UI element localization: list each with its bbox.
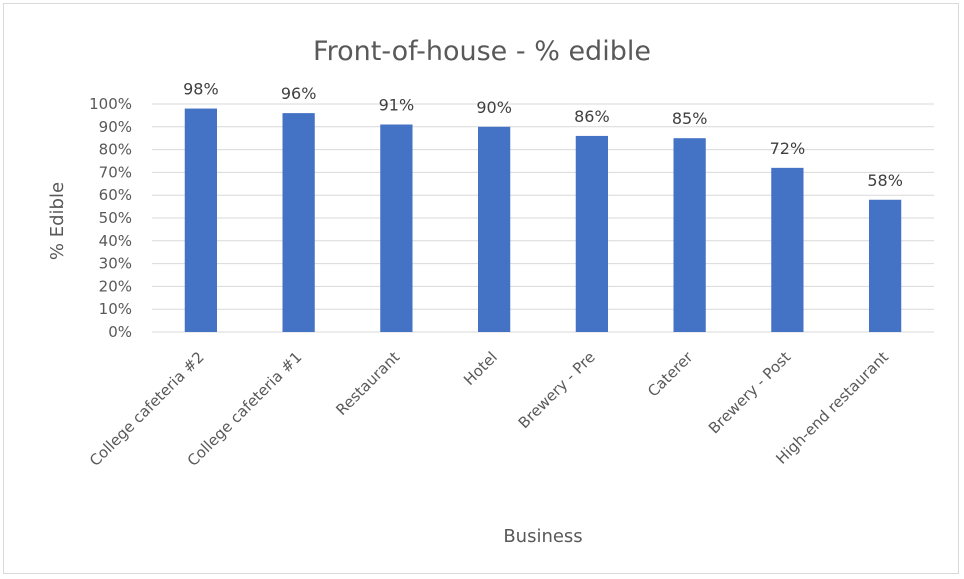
bar xyxy=(184,108,218,332)
y-axis-title: % Edible xyxy=(47,182,68,260)
data-label: 72% xyxy=(770,139,806,158)
data-label: 85% xyxy=(672,109,708,128)
data-label: 91% xyxy=(379,96,415,115)
y-tick-label: 90% xyxy=(99,118,132,136)
x-category-label: Hotel xyxy=(460,348,501,389)
bar xyxy=(575,135,609,332)
y-tick-label: 0% xyxy=(108,323,132,341)
bars xyxy=(184,108,902,333)
y-tick-label: 60% xyxy=(99,186,132,204)
chart-title: Front-of-house - % edible xyxy=(313,36,651,67)
y-tick-label: 100% xyxy=(89,95,132,113)
data-label: 58% xyxy=(867,171,903,190)
x-category-label: Caterer xyxy=(644,348,697,401)
y-tick-label: 20% xyxy=(99,277,132,295)
bar xyxy=(771,167,804,332)
data-label: 90% xyxy=(476,98,512,117)
bar xyxy=(868,199,902,332)
y-tick-label: 50% xyxy=(99,209,132,227)
y-tick-label: 30% xyxy=(99,255,132,273)
y-axis-ticks: 0% 10% 20% 30% 40% 50% 60% 70% 80% 90% 100% xyxy=(89,95,132,341)
y-tick-label: 80% xyxy=(99,141,132,159)
x-category-label: Restaurant xyxy=(332,348,403,419)
y-tick-label: 10% xyxy=(99,300,132,318)
y-tick-label: 40% xyxy=(99,232,132,250)
data-label: 96% xyxy=(281,84,317,103)
x-category-label: Brewery - Post xyxy=(705,348,794,437)
x-axis-title: Business xyxy=(503,526,582,547)
x-category-label: Brewery - Pre xyxy=(515,348,599,432)
bar xyxy=(282,113,315,333)
bar xyxy=(673,138,706,332)
data-label: 98% xyxy=(183,80,219,99)
y-tick-label: 70% xyxy=(99,163,132,181)
data-labels: 98% 96% 91% 90% 86% 85% 72% 58% xyxy=(183,80,903,190)
gridlines xyxy=(152,103,934,333)
bar xyxy=(380,124,413,333)
bar xyxy=(477,126,511,332)
data-label: 86% xyxy=(574,107,610,126)
x-category-label: High-end restaurant xyxy=(772,348,892,468)
